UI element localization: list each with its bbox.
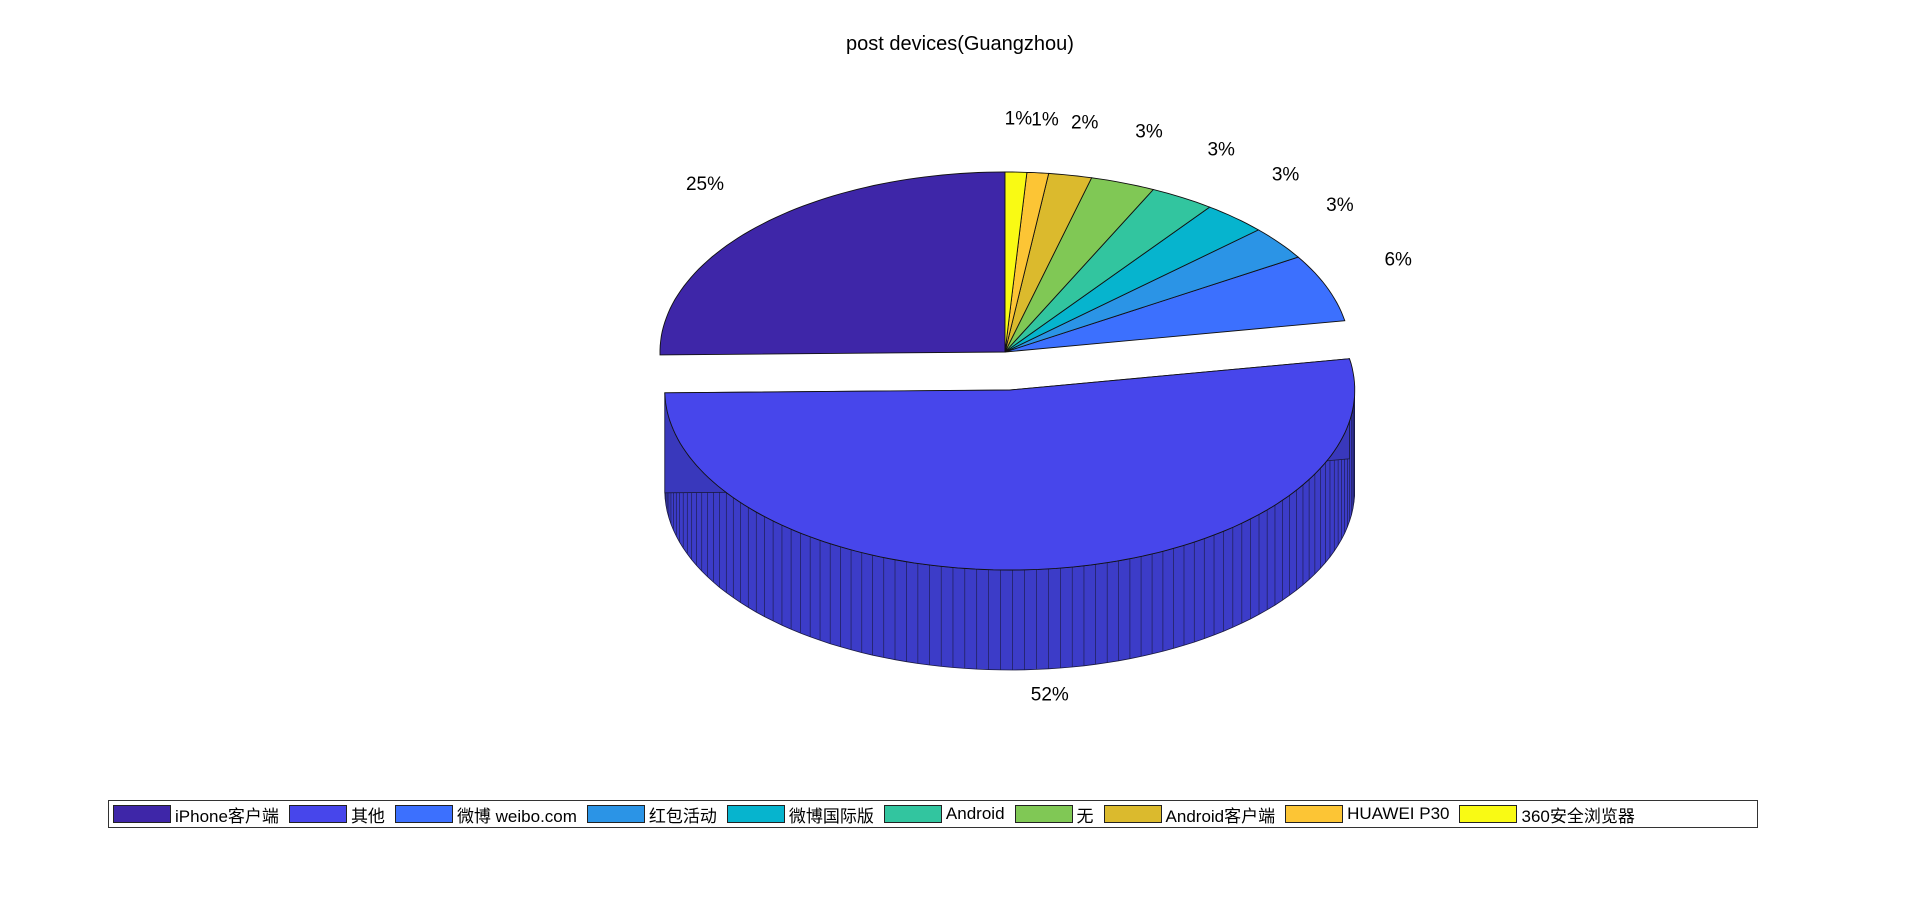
legend-label: 微博国际版: [788, 806, 874, 826]
legend-label: 红包活动: [648, 806, 717, 826]
legend-swatch: [883, 805, 942, 823]
legend-swatch: [113, 805, 171, 823]
legend: iPhone客户端 其他 微博 weibo.com 红包活动 微博国际版 Android 无…: [108, 800, 1758, 828]
pie-slice: [1004, 171, 1028, 353]
legend-label: Android: [945, 804, 1005, 823]
legend-item: 无: [1014, 802, 1094, 827]
pct-label: 6%: [1384, 250, 1412, 271]
chart-title: post devices(Guangzhou): [846, 33, 1074, 55]
legend-label: iPhone客户端: [175, 806, 279, 826]
pct-label: 25%: [686, 174, 724, 195]
legend-item: 其他: [288, 802, 385, 827]
legend-swatch: [1459, 805, 1518, 823]
legend-label: 无: [1076, 806, 1094, 826]
legend-label: HUAWEI P30: [1347, 804, 1450, 823]
pct-label: 3%: [1135, 122, 1163, 143]
legend-item: iPhone客户端: [113, 802, 279, 827]
legend-swatch: [1014, 805, 1073, 823]
pie-slice: [1004, 206, 1260, 353]
legend-item: HUAWEI P30: [1285, 804, 1449, 824]
pie-slice: [1004, 172, 1093, 353]
pct-label: 3%: [1207, 140, 1235, 161]
legend-item: 微博 weibo.com: [394, 802, 577, 827]
pct-label: 52%: [1031, 685, 1069, 706]
pie-slice: [1004, 256, 1346, 353]
legend-swatch: [1103, 805, 1162, 823]
legend-label: 360安全浏览器: [1521, 806, 1635, 826]
pct-label: 3%: [1272, 164, 1300, 185]
pie-slice: [1004, 177, 1155, 353]
legend-label: 微博 weibo.com: [456, 806, 577, 826]
legend-item: 红包活动: [586, 802, 717, 827]
legend-label: Android客户端: [1165, 806, 1276, 826]
pct-label: 1%: [1005, 109, 1033, 130]
pie-slice: [1004, 171, 1050, 353]
pie-slice: [1004, 188, 1211, 353]
legend-swatch: [726, 805, 785, 823]
pie-slice: [659, 171, 1006, 356]
pie-slice: [1004, 229, 1300, 353]
pct-label: 2%: [1071, 112, 1099, 133]
legend-item: Android客户端: [1103, 802, 1276, 827]
legend-swatch: [394, 805, 453, 823]
legend-item: 微博国际版: [726, 802, 874, 827]
pie-slice: [664, 358, 1356, 571]
pct-label: 1%: [1031, 109, 1059, 130]
legend-swatch: [288, 805, 347, 823]
legend-item: 360安全浏览器: [1459, 802, 1635, 827]
legend-item: Android: [883, 804, 1005, 824]
legend-label: 其他: [350, 806, 385, 826]
legend-swatch: [586, 805, 645, 823]
pct-label: 3%: [1326, 195, 1354, 216]
legend-swatch: [1285, 805, 1344, 823]
